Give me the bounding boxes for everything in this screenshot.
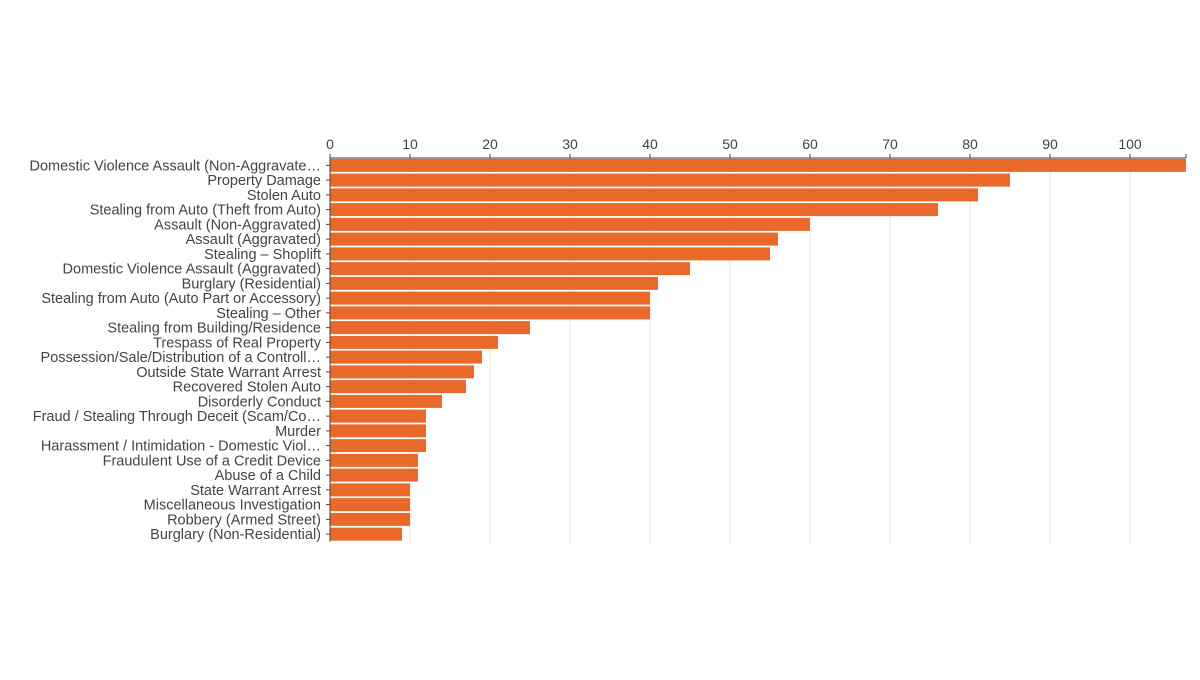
bar[interactable] bbox=[330, 232, 779, 246]
bar[interactable] bbox=[330, 512, 411, 526]
x-tick-label: 50 bbox=[722, 136, 738, 152]
category-label: Harassment / Intimidation - Domestic Vio… bbox=[41, 439, 321, 455]
x-tick-label: 0 bbox=[326, 136, 334, 152]
category-label: Miscellaneous Investigation bbox=[144, 498, 321, 514]
bar[interactable] bbox=[330, 365, 475, 379]
category-label: Stealing from Auto (Auto Part or Accesso… bbox=[41, 291, 321, 307]
bar[interactable] bbox=[330, 453, 419, 467]
x-tick-label: 60 bbox=[802, 136, 818, 152]
bar[interactable] bbox=[330, 321, 531, 335]
x-tick-label: 40 bbox=[642, 136, 658, 152]
x-tick-label: 30 bbox=[562, 136, 578, 152]
category-label: Property Damage bbox=[207, 173, 321, 189]
category-label: Fraudulent Use of a Credit Device bbox=[103, 453, 321, 469]
category-label: Assault (Aggravated) bbox=[186, 232, 321, 248]
bar[interactable] bbox=[330, 276, 659, 290]
category-label: Domestic Violence Assault (Non-Aggravate… bbox=[30, 158, 321, 174]
category-label: Trespass of Real Property bbox=[153, 335, 322, 351]
bar[interactable] bbox=[330, 527, 403, 541]
category-label: Burglary (Non-Residential) bbox=[150, 527, 321, 543]
x-tick-label: 80 bbox=[962, 136, 978, 152]
category-label: Murder bbox=[275, 424, 321, 440]
category-label: Robbery (Armed Street) bbox=[167, 512, 321, 528]
category-label: Possession/Sale/Distribution of a Contro… bbox=[41, 350, 321, 366]
category-label: Disorderly Conduct bbox=[198, 394, 321, 410]
bar[interactable] bbox=[330, 306, 651, 320]
x-tick-label: 10 bbox=[402, 136, 418, 152]
category-label: Assault (Non-Aggravated) bbox=[154, 217, 321, 233]
category-label: Stolen Auto bbox=[247, 188, 321, 204]
category-label: Stealing from Building/Residence bbox=[107, 321, 321, 337]
bar[interactable] bbox=[330, 424, 427, 438]
category-label: Stealing from Auto (Theft from Auto) bbox=[90, 203, 321, 219]
bar[interactable] bbox=[330, 188, 979, 202]
x-tick-label: 20 bbox=[482, 136, 498, 152]
category-label: Stealing – Other bbox=[216, 306, 321, 322]
axis-layer: 0 10 20 30 40 50 60 70 80 90 100 bbox=[326, 136, 1187, 542]
category-label: Burglary (Residential) bbox=[182, 276, 321, 292]
bar[interactable] bbox=[330, 203, 939, 217]
x-tick-label: 90 bbox=[1042, 136, 1058, 152]
category-label: Domestic Violence Assault (Aggravated) bbox=[63, 262, 321, 278]
bar[interactable] bbox=[330, 350, 483, 364]
label-layer: Domestic Violence Assault (Non-Aggravate… bbox=[30, 158, 322, 543]
bar[interactable] bbox=[330, 262, 691, 276]
x-tick-label: 70 bbox=[882, 136, 898, 152]
bar[interactable] bbox=[330, 394, 443, 408]
category-label: Stealing – Shoplift bbox=[204, 247, 321, 263]
bar[interactable] bbox=[330, 247, 771, 261]
bar[interactable] bbox=[330, 335, 499, 349]
bar[interactable] bbox=[330, 468, 419, 482]
category-label: Recovered Stolen Auto bbox=[173, 380, 321, 396]
bar[interactable] bbox=[330, 380, 467, 394]
bar[interactable] bbox=[330, 291, 651, 305]
bar-layer bbox=[330, 158, 1187, 541]
bar[interactable] bbox=[330, 217, 811, 231]
category-label: Fraud / Stealing Through Deceit (Scam/Co… bbox=[33, 409, 321, 425]
bar[interactable] bbox=[330, 173, 1011, 187]
category-label: Outside State Warrant Arrest bbox=[136, 365, 321, 381]
category-label: Abuse of a Child bbox=[215, 468, 321, 484]
bar[interactable] bbox=[330, 409, 427, 423]
bar[interactable] bbox=[330, 439, 427, 453]
bar[interactable] bbox=[330, 498, 411, 512]
bar[interactable] bbox=[330, 483, 411, 497]
category-label: State Warrant Arrest bbox=[190, 483, 321, 499]
bar[interactable] bbox=[330, 158, 1187, 172]
x-tick-label: 100 bbox=[1118, 136, 1142, 152]
